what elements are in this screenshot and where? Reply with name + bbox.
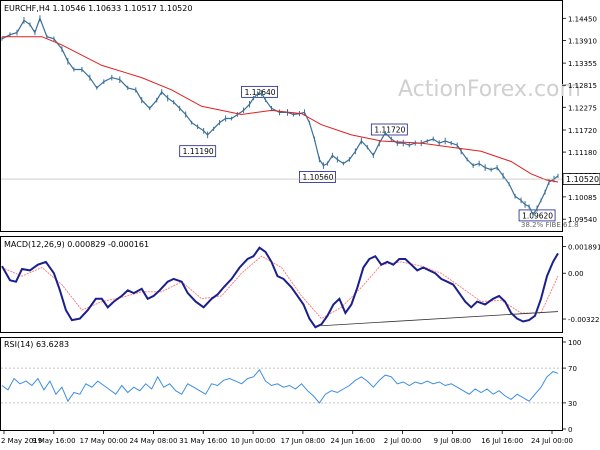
x-tick-label: 9 Jul 08:00 [434,437,472,445]
price-y-tick-label: 1.12815 [568,82,597,90]
rsi-y-tick-label: 100 [568,339,581,347]
fib-label: 38.2% FIBE 61.8 [521,221,579,229]
price-panel-title: EURCHF,H4 1.10546 1.10633 1.10517 1.1052… [4,4,192,13]
x-tick-label: 24 May 08:00 [129,437,177,445]
moving-average-line [2,36,559,183]
rsi-panel-frame [0,337,563,431]
rsi-levels [1,367,562,404]
price-y-tick-label: 1.11720 [568,127,597,135]
macd-y-tick-label: -0.003228 [568,316,600,324]
rsi-y-tick-label: 30 [568,400,577,408]
rsi-y-axis: 100 70 30 0 [562,339,581,434]
macd-signal-line [1,255,559,320]
price-annotation-label: 1.12640 [245,88,276,97]
last-price-box [562,173,600,185]
rsi-y-tick-label: 70 [568,365,577,373]
price-annotation-label: 1.11720 [374,126,405,135]
rsi-panel-title: RSI(14) 63.6283 [4,340,69,349]
macd-y-axis: 0.001891 0.00 -0.003228 [562,243,600,324]
macd-line [1,246,559,329]
price-panel-frame [0,0,563,232]
price-annotation-box [241,85,278,98]
x-tick-label: 2 May 2019 [1,437,42,445]
price-annotation-box [179,145,217,158]
last-price-label: 1.10520 [566,175,599,184]
price-y-axis: 1.14450 1.13910 1.13355 1.12815 1.12275 1.117… [562,15,597,224]
price-annotation-label: 1.09620 [522,211,553,220]
price-bars [1,15,559,218]
price-y-tick-label: 1.09540 [568,216,597,224]
rsi-line [1,368,559,404]
price-y-tick-label: 1.11180 [568,149,597,157]
price-annotation-box [370,123,408,136]
price-y-tick-label: 1.12275 [568,104,597,112]
x-tick-label: 9 May 16:00 [32,437,76,445]
price-panel: EURCHF,H4 1.10546 1.10633 1.10517 1.1052… [0,0,600,232]
price-y-tick-label: 1.13910 [568,37,597,45]
macd-panel: MACD(12,26,9) 0.000829 -0.000161 0.00189… [0,236,600,333]
x-tick-label: 17 Jun 08:00 [281,437,325,445]
watermark: ActionForex.com [398,77,581,102]
macd-y-tick-label: 0.00 [568,270,584,278]
x-tick-label: 10 Jun 00:00 [231,437,275,445]
price-annotation-label: 1.11190 [183,147,214,156]
macd-trendline [321,311,559,327]
x-tick-label: 24 Jun 16:00 [330,437,374,445]
price-y-tick-label: 1.14450 [568,15,597,23]
macd-y-tick-label: 0.001891 [568,243,600,251]
x-tick-label: 24 Jul 00:00 [531,437,573,445]
price-annotation-label: 1.10560 [302,173,333,182]
x-tick-label: 16 Jul 16:00 [481,437,523,445]
rsi-y-tick-label: 0 [568,426,572,434]
macd-panel-title: MACD(12,26,9) 0.000829 -0.000161 [4,240,149,249]
rsi-panel: RSI(14) 63.6283 100 70 30 0 [0,337,581,434]
x-tick-label: 31 May 16:00 [179,437,227,445]
x-tick-label: 17 May 00:00 [80,437,128,445]
price-y-tick-label: 1.10085 [568,194,597,202]
macd-panel-frame [0,236,563,333]
price-annotations: 1.12640 1.11190 1.10560 1.11720 1.09620 [179,85,556,222]
price-annotation-box [299,171,336,183]
x-tick-label: 2 Jul 00:00 [384,437,422,445]
price-series [1,16,559,216]
price-y-tick-label: 1.13355 [568,60,597,68]
